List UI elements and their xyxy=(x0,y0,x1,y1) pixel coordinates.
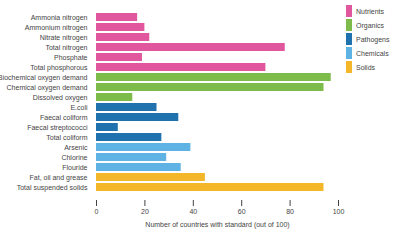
html-text:Organics: Organics xyxy=(356,21,384,29)
html-text:Nutrients: Nutrients xyxy=(356,7,384,15)
svg-text:Flouride: Flouride xyxy=(62,164,87,171)
svg-text:20: 20 xyxy=(141,208,149,215)
svg-text:Phosphate: Phosphate xyxy=(54,54,88,62)
svg-text:Total nitrogen: Total nitrogen xyxy=(45,44,87,52)
svg-text:Chemical oxygen demand: Chemical oxygen demand xyxy=(7,84,88,92)
svg-text:Nitrate nitrogen: Nitrate nitrogen xyxy=(40,34,88,42)
html-text:Pathogens: Pathogens xyxy=(356,35,390,43)
svg-text:40: 40 xyxy=(189,208,197,215)
svg-text:E.coli: E.coli xyxy=(70,104,88,111)
svg-text:80: 80 xyxy=(286,208,294,215)
svg-text:60: 60 xyxy=(238,208,246,215)
svg-text:Ammonia nitrogen: Ammonia nitrogen xyxy=(31,14,88,22)
svg-text:Total suspended solids: Total suspended solids xyxy=(17,184,88,192)
html-text:Solids: Solids xyxy=(356,63,376,71)
svg-text:100: 100 xyxy=(333,208,345,215)
html-text:Chemicals: Chemicals xyxy=(356,49,389,57)
svg-text:Fat, oil and grease: Fat, oil and grease xyxy=(30,174,88,182)
svg-text:Dissolved oxygen: Dissolved oxygen xyxy=(33,94,88,102)
svg-text:Faecal streptococci: Faecal streptococci xyxy=(27,124,88,132)
svg-text:Total coliform: Total coliform xyxy=(46,134,87,141)
svg-text:Biochemical oxygen demand: Biochemical oxygen demand xyxy=(0,74,88,82)
svg-text:Chlorine: Chlorine xyxy=(61,154,87,161)
svg-text:Faecal coliform: Faecal coliform xyxy=(40,114,88,121)
svg-text:Ammonium nitrogen: Ammonium nitrogen xyxy=(25,24,88,32)
svg-text:0: 0 xyxy=(95,208,99,215)
svg-text:Total phosphorous: Total phosphorous xyxy=(30,64,88,72)
svg-text:Arsenic: Arsenic xyxy=(64,144,88,151)
svg-text:Number of countries with stand: Number of countries with standard (out o… xyxy=(145,221,289,229)
